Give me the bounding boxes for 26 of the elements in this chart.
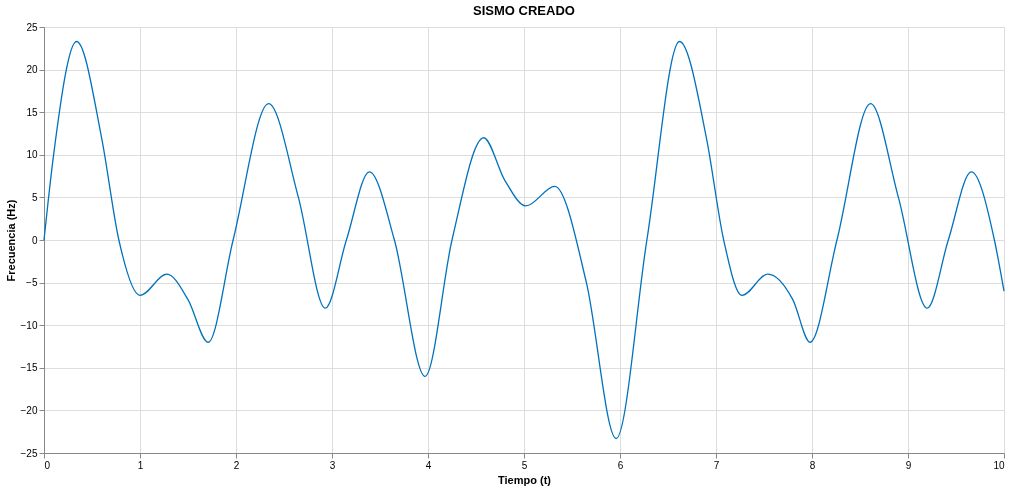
x-tick-label: 0 <box>44 459 51 471</box>
x-tick-label: 6 <box>617 459 624 471</box>
y-tick-label: 15 <box>26 106 38 118</box>
x-tick-label: 4 <box>425 459 432 471</box>
x-axis-title: Tiempo (t) <box>498 473 552 486</box>
y-tick-label: −5 <box>26 277 38 289</box>
x-tick-label: 9 <box>905 459 912 471</box>
y-tick-label: 25 <box>26 21 38 33</box>
y-tick-label: −25 <box>20 447 38 459</box>
x-tick-label: 5 <box>521 459 528 471</box>
y-tick-label: 10 <box>26 149 38 161</box>
x-tick-label: 2 <box>233 459 240 471</box>
y-tick-label: −15 <box>20 362 38 374</box>
y-tick-label: 0 <box>31 234 38 246</box>
x-tick-label: 3 <box>329 459 336 471</box>
y-tick-label: 20 <box>26 64 38 76</box>
x-tick-label: 10 <box>993 459 1005 471</box>
chart-title: SISMO CREADO <box>473 3 575 18</box>
x-tick-label: 7 <box>713 459 720 471</box>
y-tick-label: 5 <box>31 191 38 203</box>
y-tick-label: −10 <box>20 319 38 331</box>
x-tick-label: 8 <box>809 459 816 471</box>
line-series <box>43 40 1005 440</box>
y-axis-title: Frecuencia (Hz) <box>4 199 17 282</box>
x-tick-label: 1 <box>137 459 144 471</box>
y-tick-label: −20 <box>20 404 38 416</box>
